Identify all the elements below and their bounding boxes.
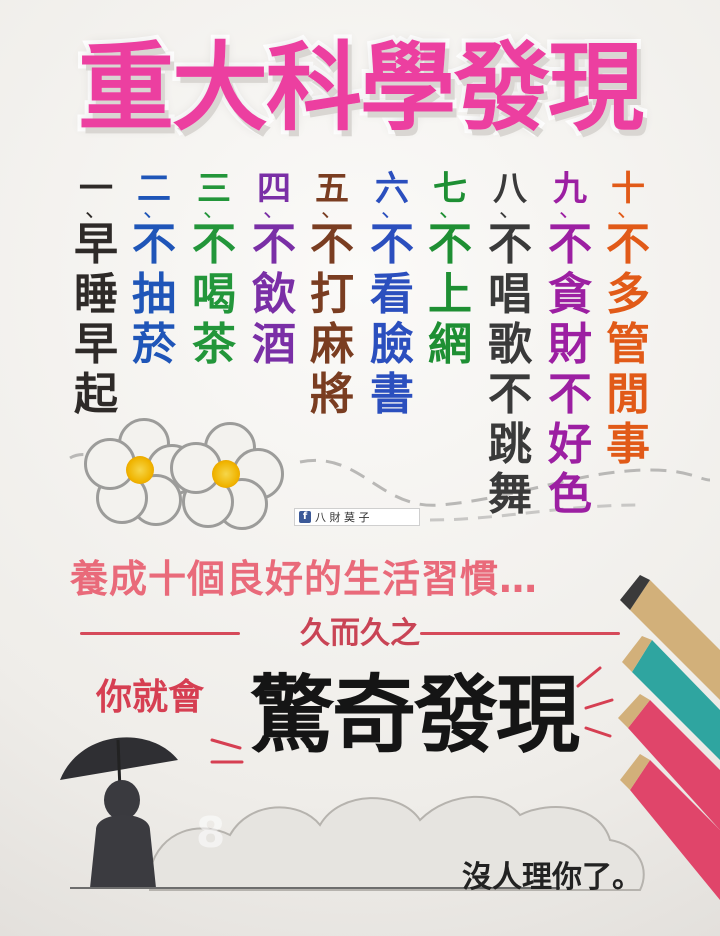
divider-text: 久而久之 xyxy=(300,616,420,651)
divider-line-left xyxy=(80,632,240,635)
rule-number: 七 xyxy=(433,169,467,209)
rule-text: 不唱歌不跳舞 xyxy=(488,219,532,520)
subtitle: 養成十個良好的生活習慣… xyxy=(70,557,539,601)
watermark-logo: 8 xyxy=(196,808,226,857)
rule-number: 二 xyxy=(137,169,171,209)
rule-number: 四 xyxy=(257,169,291,209)
rule-number: 十 xyxy=(611,169,645,209)
rule-number: 八 xyxy=(493,169,527,209)
title-block: 重大科學發現 xyxy=(60,18,660,158)
flower-icon xyxy=(170,422,284,530)
rule-dot: 、 xyxy=(498,198,521,223)
rule-number: 一 xyxy=(79,169,113,209)
rule-column: 八 、 不唱歌不跳舞 xyxy=(482,170,538,520)
rule-dot: 、 xyxy=(262,198,285,223)
rule-dot: 、 xyxy=(558,198,581,223)
rule-dot: 、 xyxy=(202,198,225,223)
punchline-text: 沒人理你了。 xyxy=(462,860,642,895)
rule-column: 九 、 不貪財不好色 xyxy=(542,170,598,520)
rule-dot: 、 xyxy=(438,198,461,223)
rule-number: 九 xyxy=(553,169,587,209)
rule-column: 二 、 不抽菸 xyxy=(126,170,182,370)
rule-text: 不多管閒事 xyxy=(606,219,650,470)
rule-dot: 、 xyxy=(320,198,343,223)
cloud-skyline xyxy=(149,795,645,891)
source-credit: f 八 財 莫 子 xyxy=(294,508,420,526)
rule-dot: 、 xyxy=(380,198,403,223)
rule-number: 三 xyxy=(197,169,231,209)
pencils xyxy=(618,575,720,900)
rule-column: 十 、 不多管閒事 xyxy=(600,170,656,470)
rule-column: 五 、 不打麻將 xyxy=(304,170,360,420)
rule-column: 一 、 早睡早起 xyxy=(68,170,124,420)
rule-dot: 、 xyxy=(616,198,639,223)
page-title: 重大科學發現 xyxy=(74,28,648,148)
rule-text: 早睡早起 xyxy=(74,219,118,420)
credit-text: 八 財 莫 子 xyxy=(315,511,370,524)
rules-columns: 一 、 早睡早起 二 、 不抽菸 三 、 不喝茶 四 、 不飲酒 五 、 不打麻… xyxy=(68,170,658,530)
rule-dot: 、 xyxy=(142,198,165,223)
rule-text: 不抽菸 xyxy=(132,219,176,370)
you-will-text: 你就會 xyxy=(96,677,205,718)
flowers-illustration xyxy=(84,418,290,540)
rule-column: 六 、 不看臉書 xyxy=(364,170,420,420)
rule-text: 不貪財不好色 xyxy=(548,219,592,520)
emphasis-marks xyxy=(210,666,614,764)
rule-column: 三 、 不喝茶 xyxy=(186,170,242,370)
rule-column: 四 、 不飲酒 xyxy=(246,170,302,370)
rule-text: 不喝茶 xyxy=(192,219,236,370)
rule-text: 不看臉書 xyxy=(370,219,414,420)
dashed-wave-mid xyxy=(429,503,641,522)
facebook-icon: f xyxy=(299,511,311,523)
rule-text: 不飲酒 xyxy=(252,219,296,370)
rule-number: 五 xyxy=(315,169,349,209)
rule-text: 不打麻將 xyxy=(310,219,354,420)
rule-number: 六 xyxy=(375,169,409,209)
divider-line-right xyxy=(420,632,620,635)
rule-column: 七 、 不上網 xyxy=(422,170,478,370)
rule-text: 不上網 xyxy=(428,219,472,370)
rule-dot: 、 xyxy=(84,198,107,223)
discovery-text: 驚奇發現 xyxy=(250,666,580,764)
dashed-wave-right xyxy=(299,458,711,507)
umbrella-figure xyxy=(60,737,178,888)
